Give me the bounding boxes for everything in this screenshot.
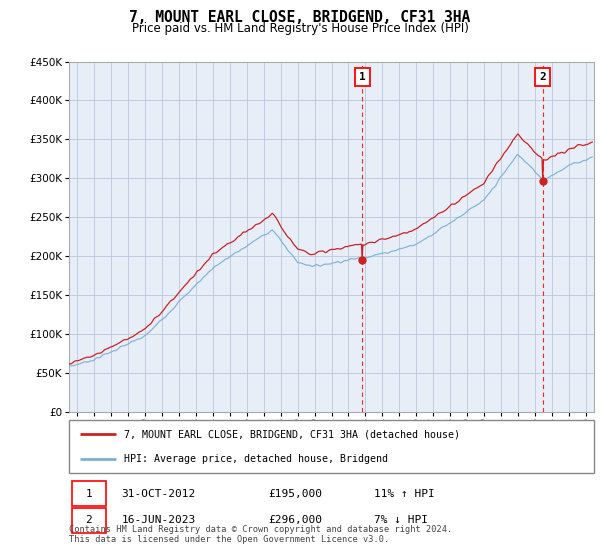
Text: Contains HM Land Registry data © Crown copyright and database right 2024.
This d: Contains HM Land Registry data © Crown c… bbox=[69, 525, 452, 544]
Text: 1: 1 bbox=[359, 72, 366, 82]
Bar bbox=[71, 482, 106, 506]
Text: 2: 2 bbox=[539, 72, 546, 82]
Text: £296,000: £296,000 bbox=[269, 515, 323, 525]
Text: 31-OCT-2012: 31-OCT-2012 bbox=[121, 489, 196, 499]
Text: 7, MOUNT EARL CLOSE, BRIDGEND, CF31 3HA: 7, MOUNT EARL CLOSE, BRIDGEND, CF31 3HA bbox=[130, 10, 470, 25]
Text: Price paid vs. HM Land Registry's House Price Index (HPI): Price paid vs. HM Land Registry's House … bbox=[131, 22, 469, 35]
Text: 7, MOUNT EARL CLOSE, BRIDGEND, CF31 3HA (detached house): 7, MOUNT EARL CLOSE, BRIDGEND, CF31 3HA … bbox=[124, 430, 460, 440]
Bar bbox=[71, 508, 106, 533]
Text: £195,000: £195,000 bbox=[269, 489, 323, 499]
Text: 1: 1 bbox=[85, 489, 92, 499]
Text: 7% ↓ HPI: 7% ↓ HPI bbox=[373, 515, 427, 525]
Text: HPI: Average price, detached house, Bridgend: HPI: Average price, detached house, Brid… bbox=[124, 454, 388, 464]
Text: 2: 2 bbox=[85, 515, 92, 525]
Text: 11% ↑ HPI: 11% ↑ HPI bbox=[373, 489, 434, 499]
Text: 16-JUN-2023: 16-JUN-2023 bbox=[121, 515, 196, 525]
